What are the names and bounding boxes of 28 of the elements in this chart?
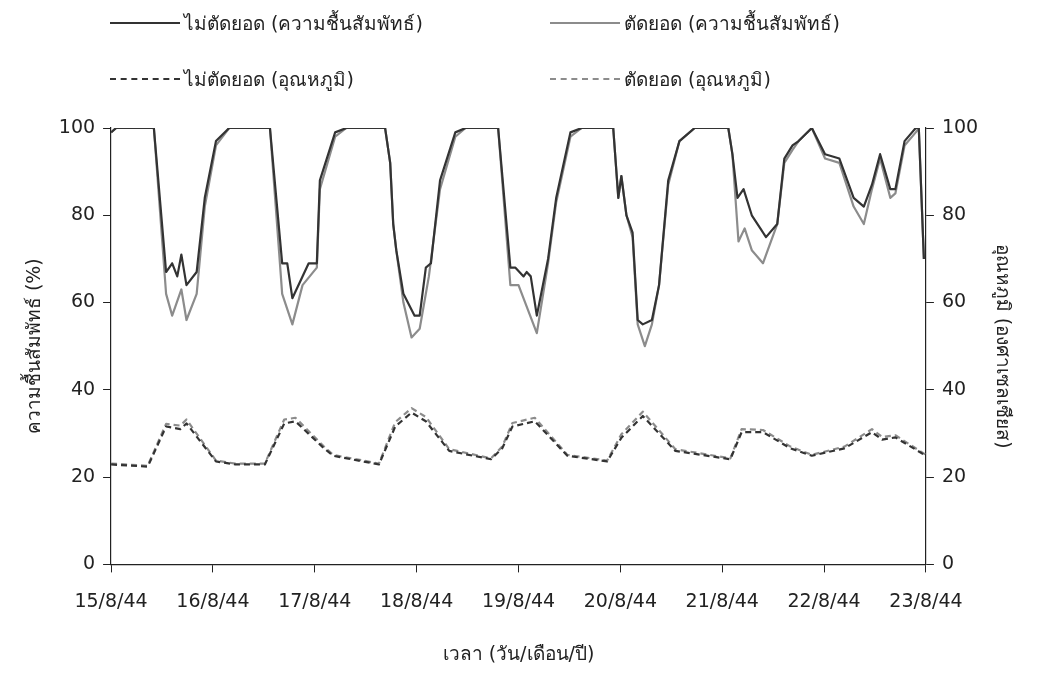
legend-label: ตัดยอด (อุณหภูมิ) <box>624 67 771 93</box>
x-tick-label: 23/8/44 <box>889 588 963 611</box>
y-tick-label: 20 <box>70 464 96 487</box>
legend-label: ไม่ตัดยอด (ความชื้นสัมพัทธ์) <box>184 9 423 36</box>
y2-axis-title: อุณหภูมิ (องศาเซลเซียส) <box>990 243 1015 449</box>
y2-tick-label: 0 <box>941 551 955 574</box>
y-tick-label: 80 <box>70 202 96 225</box>
x-tick-label: 18/8/44 <box>380 588 454 611</box>
x-tick-label: 19/8/44 <box>481 588 556 611</box>
x-tick-label: 20/8/44 <box>583 588 657 611</box>
y-tick-label: 100 <box>58 114 96 137</box>
y2-tick-label: 80 <box>941 202 967 225</box>
legend-label: ตัดยอด (ความชื้นสัมพัทธ์) <box>624 9 840 36</box>
y2-tick-label: 20 <box>941 464 967 487</box>
x-tick-label: 17/8/44 <box>278 588 352 611</box>
y-tick-label: 0 <box>82 551 96 574</box>
legend-label: ไม่ตัดยอด (อุณหภูมิ) <box>184 67 354 93</box>
y2-tick-label: 60 <box>941 289 967 312</box>
x-tick-label: 16/8/44 <box>176 588 250 611</box>
x-tick-label: 22/8/44 <box>787 588 861 611</box>
x-axis-title: เวลา (วัน/เดือน/ปี) <box>442 641 595 664</box>
y-tick-label: 60 <box>70 289 96 312</box>
y-tick-label: 40 <box>70 376 96 399</box>
y-axis-title: ความชื้นสัมพัทธ์ (%) <box>20 258 45 435</box>
y2-tick-label: 100 <box>941 114 979 137</box>
y2-tick-label: 40 <box>941 376 967 399</box>
x-tick-label: 15/8/44 <box>74 588 148 611</box>
x-tick-label: 21/8/44 <box>685 588 759 611</box>
